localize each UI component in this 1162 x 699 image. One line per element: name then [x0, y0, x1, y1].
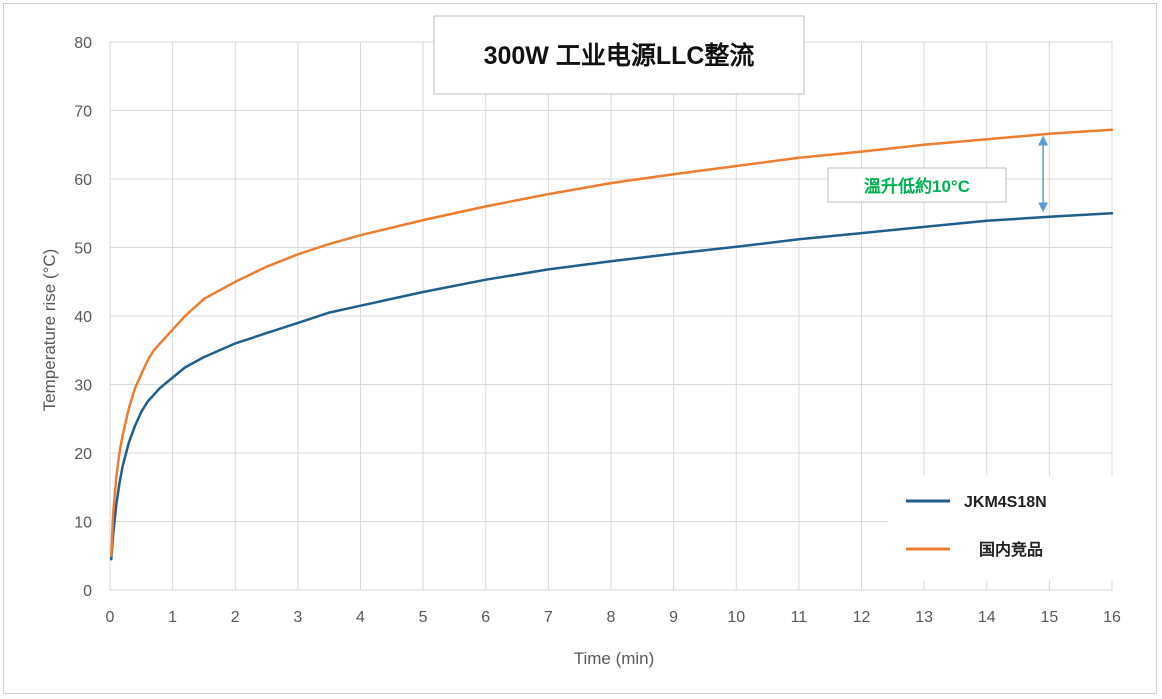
chart-frame: 0 1 2 3 4 5 6 7 8 9 10 11 12 13 14 15 16 0 10 20 30 40 50 60 70 8…: [3, 3, 1157, 694]
annotation-text: 溫升低約10°C: [864, 176, 970, 196]
legend: JKM4S18N 国内竞品: [888, 476, 1114, 580]
y-tick-label: 30: [74, 378, 92, 395]
series-line-competitor: [110, 128, 1114, 558]
x-tick-label: 0: [106, 609, 115, 626]
y-tick-label: 70: [74, 104, 92, 121]
x-tick-label: 10: [727, 609, 745, 626]
y-tick-label: 20: [74, 446, 92, 463]
x-axis-title: Time (min): [574, 649, 655, 668]
chart-svg: 0 1 2 3 4 5 6 7 8 9 10 11 12 13 14 15 160102030405060708…: [40, 15, 1121, 668]
x-tick-label: 6: [481, 609, 490, 626]
annotation-box: [827, 167, 1007, 203]
chart-title: 300W 工业电源LLC整流: [484, 42, 755, 70]
x-tick-label: 1: [168, 609, 177, 626]
x-tick-label: 8: [607, 609, 616, 626]
x-tick-label: 9: [669, 609, 678, 626]
grid-layer: [109, 41, 1113, 591]
legend-background: [888, 476, 1114, 580]
series-layer: [110, 128, 1114, 561]
x-tick-label: 11: [791, 609, 808, 626]
x-tick-label: 14: [978, 609, 996, 626]
y-tick-label: 50: [74, 241, 92, 258]
title-box-border: [433, 15, 805, 95]
x-tick-label: 13: [915, 609, 933, 626]
x-tick-label: 15: [1040, 609, 1058, 626]
x-tick-label: 12: [853, 609, 871, 626]
annotation: 溫升低約10°C: [827, 135, 1049, 213]
title-box: 300W 工业电源LLC整流: [433, 15, 805, 95]
legend-label-jkm4s18n: JKM4S18N: [964, 494, 1047, 511]
series-line-jkm4s18n: [110, 212, 1114, 561]
x-tick-label: 4: [356, 609, 365, 626]
legend-label-competitor: 国内竞品: [979, 540, 1043, 559]
y-axis-title: Temperature rise (°C): [40, 249, 59, 412]
x-tick-label: 5: [419, 609, 428, 626]
y-tick-label: 80: [74, 35, 92, 52]
axis-layer: 0 1 2 3 4 5 6 7 8 9 10 11 12 13 14 15 160102030405060708…: [74, 35, 1121, 626]
x-tick-label: 7: [544, 609, 553, 626]
x-tick-label: 2: [231, 609, 240, 626]
x-tick-label: 16: [1103, 609, 1121, 626]
x-tick-label: 3: [293, 609, 302, 626]
y-tick-label: 10: [74, 515, 92, 532]
y-tick-label: 0: [83, 583, 92, 600]
y-tick-label: 40: [74, 309, 92, 326]
y-tick-label: 60: [74, 172, 92, 189]
